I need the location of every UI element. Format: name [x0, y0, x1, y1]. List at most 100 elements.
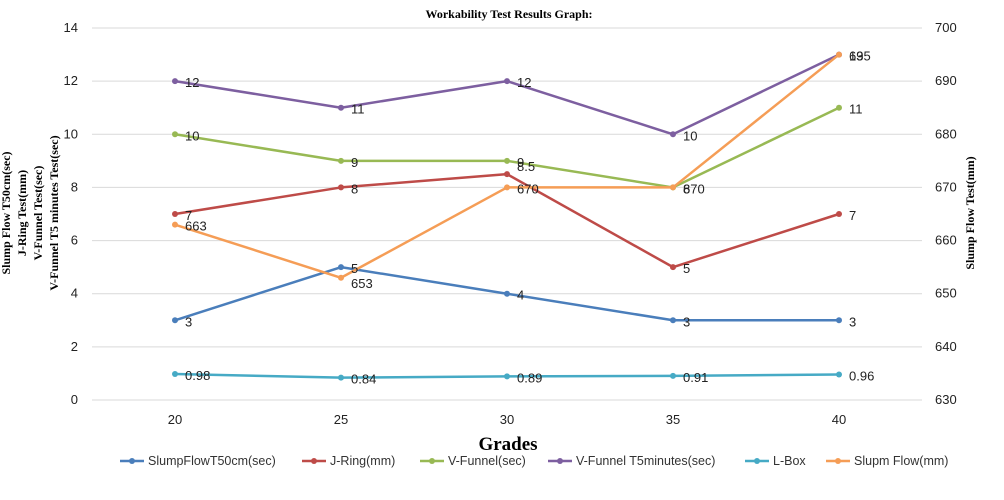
data-point	[172, 317, 178, 324]
x-tick-label: 25	[334, 412, 348, 427]
data-labels-layer: 3 5 4 3 3 7 8 8.5 5 7 10 9 9 8 11 12 11 12 10 13 0.98 0.84 0.8…	[185, 49, 874, 387]
data-label: 670	[683, 181, 705, 196]
data-label: 8	[351, 181, 358, 196]
series-5	[172, 51, 842, 281]
left-axis-titles: Slump Flow T50cm(sec) J-Ring Test(mm) V-Fu…	[0, 135, 61, 290]
right-tick-label: 690	[935, 73, 957, 88]
data-label: 0.84	[351, 372, 376, 387]
series-3	[172, 51, 842, 138]
left-tick-label: 6	[71, 233, 78, 248]
data-label: 0.96	[849, 368, 874, 383]
legend-item: SlumpFlowT50cm(sec)	[120, 454, 276, 468]
right-axis-title: Slump Flow Test(mm)	[963, 156, 977, 269]
data-point	[172, 370, 178, 377]
data-point	[172, 78, 178, 85]
data-point	[504, 157, 510, 164]
legend-swatch-marker	[835, 458, 841, 464]
data-point	[172, 211, 178, 217]
data-label: 7	[185, 208, 192, 223]
data-label: 653	[351, 276, 373, 291]
data-point	[836, 371, 842, 378]
legend-item: L-Box	[745, 454, 806, 468]
data-point	[670, 264, 676, 271]
data-label: 10	[683, 128, 697, 143]
legend: SlumpFlowT50cm(sec) J-Ring(mm) V-Funnel(se…	[120, 454, 948, 468]
data-point	[836, 104, 842, 111]
data-point	[338, 264, 344, 271]
legend-item: J-Ring(mm)	[302, 454, 395, 468]
data-label: 5	[351, 261, 358, 276]
left-tick-label: 14	[64, 20, 78, 35]
x-tick-label: 40	[832, 412, 846, 427]
legend-label: SlumpFlowT50cm(sec)	[148, 454, 276, 468]
data-point	[670, 317, 676, 324]
legend-label: V-Funnel(sec)	[448, 454, 526, 468]
data-point	[670, 372, 676, 379]
legend-swatch-marker	[754, 458, 760, 464]
right-tick-label: 700	[935, 20, 957, 35]
right-tick-label: 650	[935, 286, 957, 301]
data-label: 670	[517, 181, 539, 196]
left-axis-title: V-Funnel T5 minutes Test(sec)	[47, 135, 61, 290]
x-axis-title: Grades	[478, 434, 537, 455]
left-tick-label: 0	[71, 392, 78, 407]
data-label: 13	[849, 49, 863, 64]
right-tick-label: 640	[935, 339, 957, 354]
left-axis-title: J-Ring Test(mm)	[15, 170, 29, 256]
legend-swatch-marker	[557, 458, 563, 464]
data-label: 695	[849, 49, 871, 64]
data-point	[670, 131, 676, 138]
data-point	[836, 211, 842, 217]
left-axis-title: Slump Flow T50cm(sec)	[0, 151, 13, 274]
data-point	[836, 317, 842, 324]
left-tick-label: 12	[64, 73, 78, 88]
data-point	[836, 51, 842, 58]
legend-swatch-marker	[429, 458, 435, 464]
data-point	[338, 374, 344, 381]
data-label: 11	[351, 102, 365, 117]
data-point	[338, 157, 344, 164]
left-axis-title: V-Funnel Test(sec)	[31, 166, 45, 261]
data-label: 12	[185, 75, 199, 90]
data-label: 4	[517, 288, 524, 303]
data-point	[172, 131, 178, 138]
left-tick-label: 10	[64, 126, 78, 141]
data-point	[338, 184, 344, 191]
legend-swatch-marker	[311, 458, 317, 464]
series-4	[172, 370, 842, 381]
data-label: 3	[849, 314, 856, 329]
x-tick-label: 20	[168, 412, 182, 427]
series-0	[172, 264, 842, 324]
series-line	[174, 53, 840, 136]
x-tick-label: 30	[500, 412, 514, 427]
data-label: 9	[517, 155, 524, 170]
legend-label: J-Ring(mm)	[330, 454, 395, 468]
data-label: 8	[683, 181, 690, 196]
left-axis-ticks: 0 2 4 6 8 10 12 14	[64, 20, 78, 407]
data-label: 0.98	[185, 368, 210, 383]
data-label: 5	[683, 261, 690, 276]
series-1	[172, 171, 842, 271]
legend-label: Slupm Flow(mm)	[854, 454, 948, 468]
legend-label: V-Funnel T5minutes(sec)	[576, 454, 715, 468]
data-point	[338, 274, 344, 281]
left-tick-label: 4	[71, 286, 78, 301]
data-label: 9	[351, 155, 358, 170]
series-line	[174, 53, 840, 280]
data-label: 3	[185, 314, 192, 329]
data-label: 0.91	[683, 370, 708, 385]
data-label: 3	[683, 314, 690, 329]
legend-item: Slupm Flow(mm)	[826, 454, 948, 468]
left-tick-label: 8	[71, 179, 78, 194]
right-tick-label: 660	[935, 233, 957, 248]
legend-label: L-Box	[773, 454, 806, 468]
series-layer	[172, 51, 842, 381]
series-2	[172, 104, 842, 191]
legend-item: V-Funnel T5minutes(sec)	[548, 454, 715, 468]
data-point	[504, 373, 510, 380]
data-label: 8.5	[517, 159, 535, 174]
data-label: 0.89	[517, 370, 542, 385]
data-point	[504, 78, 510, 85]
data-point	[338, 104, 344, 111]
